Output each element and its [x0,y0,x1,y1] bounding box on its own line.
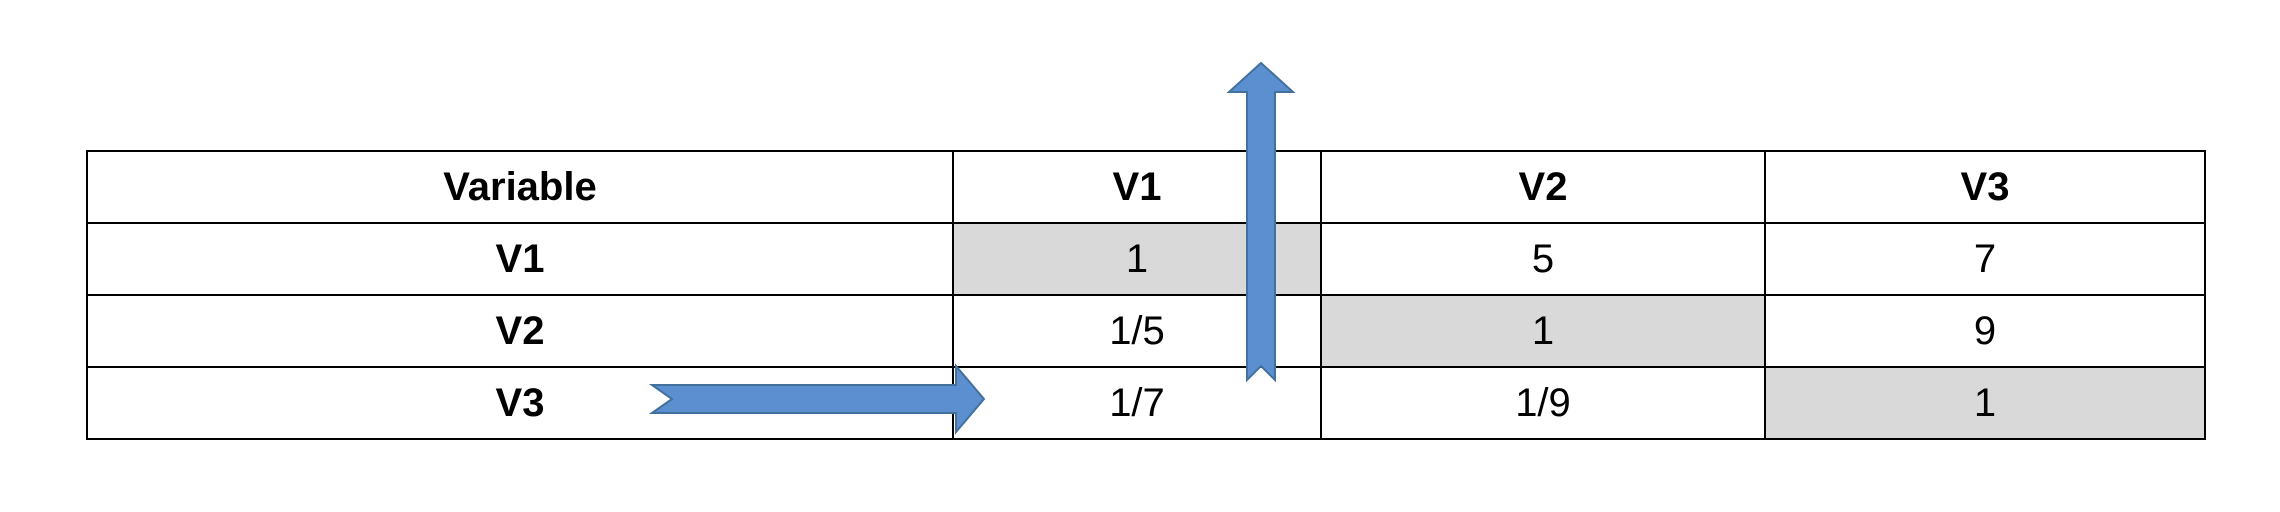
cell-v3-v3: 1 [1764,366,2206,440]
header-cell-v1: V1 [952,150,1322,224]
table-row: V1 1 5 7 [86,222,2206,296]
cell-v2-v1: 1/5 [952,294,1322,368]
table-row: V3 1/7 1/9 1 [86,366,2206,440]
header-cell-v3: V3 [1764,150,2206,224]
cell-v1-v2: 5 [1320,222,1766,296]
comparison-matrix-table: Variable V1 V2 V3 V1 1 5 7 V2 1/5 1 9 V3… [86,150,2206,440]
header-cell-v2: V2 [1320,150,1766,224]
row-label-v3: V3 [86,366,954,440]
header-cell-variable: Variable [86,150,954,224]
cell-v1-v1: 1 [952,222,1322,296]
cell-v2-v3: 9 [1764,294,2206,368]
cell-v3-v1: 1/7 [952,366,1322,440]
header-row: Variable V1 V2 V3 [86,150,2206,224]
cell-v2-v2: 1 [1320,294,1766,368]
cell-v3-v2: 1/9 [1320,366,1766,440]
table-row: V2 1/5 1 9 [86,294,2206,368]
row-label-v1: V1 [86,222,954,296]
cell-v1-v3: 7 [1764,222,2206,296]
row-label-v2: V2 [86,294,954,368]
